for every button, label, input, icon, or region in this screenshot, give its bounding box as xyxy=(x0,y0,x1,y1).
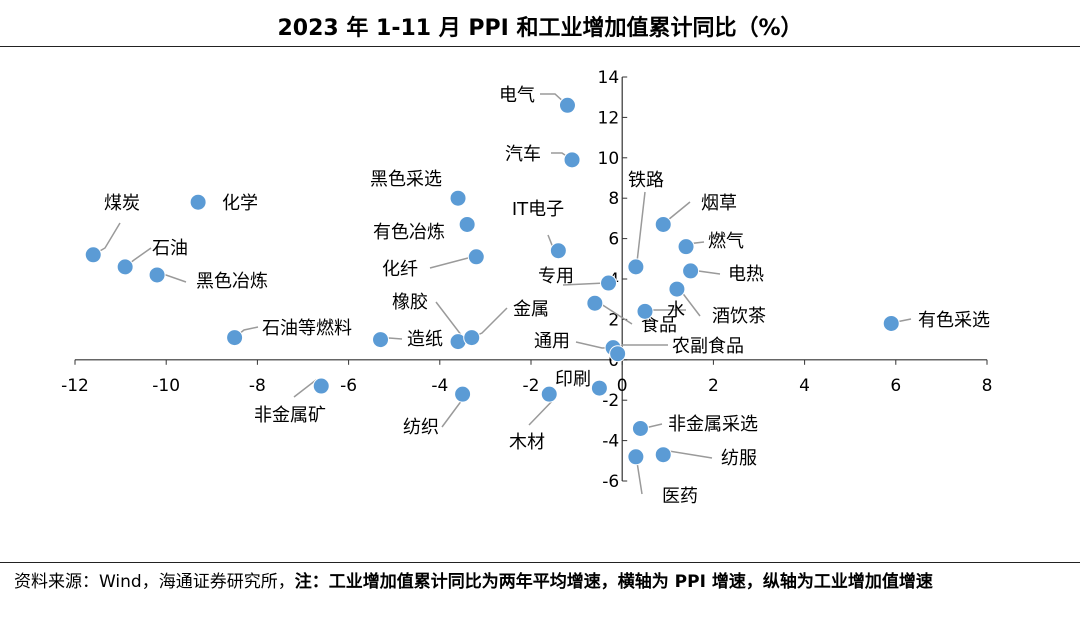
footer-source: 资料来源：Wind，海通证券研究所， xyxy=(14,572,295,592)
data-point xyxy=(668,280,686,298)
x-tick-label: -6 xyxy=(340,376,357,396)
point-label: IT电子 xyxy=(512,199,564,220)
leader-line xyxy=(635,191,646,268)
point-label: 通用 xyxy=(534,331,570,352)
x-tick-label: 2 xyxy=(708,376,719,396)
data-point xyxy=(449,189,467,207)
data-point xyxy=(540,385,558,403)
point-label: 黑色采选 xyxy=(370,169,442,190)
y-tick-label: -4 xyxy=(602,432,619,452)
data-point xyxy=(549,242,567,260)
point-label: 橡胶 xyxy=(392,292,428,313)
data-point xyxy=(882,314,900,332)
data-point xyxy=(563,151,581,169)
data-point xyxy=(627,258,645,276)
y-tick-label: -6 xyxy=(602,472,619,492)
x-tick-label: 4 xyxy=(799,376,810,396)
point-label: 化纤 xyxy=(382,259,418,280)
data-point xyxy=(631,419,649,437)
point-label: 酒饮茶 xyxy=(712,306,766,327)
point-label: 纺织 xyxy=(403,417,439,438)
y-tick-label: 10 xyxy=(598,149,620,169)
data-point xyxy=(454,385,472,403)
bottom-rule xyxy=(0,562,1080,563)
x-tick-label: -10 xyxy=(152,376,180,396)
x-tick-label: -12 xyxy=(61,376,89,396)
point-label: 有色冶炼 xyxy=(373,222,445,243)
data-point xyxy=(677,238,695,256)
top-rule xyxy=(0,46,1080,47)
point-label: 有色采选 xyxy=(918,310,990,331)
point-label: 农副食品 xyxy=(672,336,744,357)
point-label: 非金属采选 xyxy=(668,414,758,435)
x-tick-label: -4 xyxy=(431,376,448,396)
point-label: 医药 xyxy=(662,486,698,507)
y-tick-label: 2 xyxy=(608,310,619,330)
y-tick-label: 12 xyxy=(598,108,620,128)
data-point xyxy=(590,379,608,397)
point-label: 燃气 xyxy=(708,231,744,252)
point-label: 石油等燃料 xyxy=(262,318,352,339)
y-tick-label: -2 xyxy=(602,391,619,411)
point-label: 电气 xyxy=(499,85,535,106)
data-point xyxy=(372,331,390,349)
y-tick-label: 6 xyxy=(608,230,619,250)
y-tick-label: 8 xyxy=(608,189,619,209)
data-point xyxy=(148,266,166,284)
x-tick-label: -8 xyxy=(249,376,266,396)
data-point xyxy=(654,446,672,464)
point-label: 非金属矿 xyxy=(254,405,326,426)
data-point xyxy=(463,329,481,347)
point-label: 水 xyxy=(667,300,685,321)
point-label: 汽车 xyxy=(505,144,541,165)
data-point xyxy=(682,262,700,280)
data-point xyxy=(84,246,102,264)
point-label: 化学 xyxy=(222,193,258,214)
data-point xyxy=(609,345,627,363)
data-point xyxy=(627,448,645,466)
point-label: 黑色冶炼 xyxy=(196,271,268,292)
data-point xyxy=(189,193,207,211)
data-point xyxy=(226,329,244,347)
point-label: 专用 xyxy=(538,266,574,287)
data-point xyxy=(636,302,654,320)
data-point xyxy=(312,377,330,395)
footer-note: 资料来源：Wind，海通证券研究所，注：工业增加值累计同比为两年平均增速，横轴为… xyxy=(14,568,1070,596)
point-label: 造纸 xyxy=(407,329,443,350)
data-point xyxy=(586,294,604,312)
point-label: 煤炭 xyxy=(104,193,140,214)
point-label: 食品 xyxy=(641,315,677,336)
x-tick-label: 0 xyxy=(617,376,628,396)
x-tick-label: 6 xyxy=(890,376,901,396)
y-tick-label: 14 xyxy=(598,68,620,88)
point-label: 石油 xyxy=(152,238,188,259)
x-tick-label: -2 xyxy=(523,376,540,396)
data-point xyxy=(458,215,476,233)
point-label: 电热 xyxy=(728,264,764,285)
scatter-chart: -12-10-8-6-4-202468-6-4-202468101214电气汽车… xyxy=(61,68,993,507)
point-label: 铁路 xyxy=(628,170,664,191)
data-point xyxy=(467,248,485,266)
data-point xyxy=(600,274,618,292)
data-point xyxy=(654,215,672,233)
point-label: 烟草 xyxy=(701,193,737,214)
footer-explanation: 注：工业增加值累计同比为两年平均增速，横轴为 PPI 增速，纵轴为工业增加值增速 xyxy=(294,572,933,592)
point-label: 金属 xyxy=(513,299,549,320)
point-label: 纺服 xyxy=(721,448,757,469)
point-label: 印刷 xyxy=(555,369,591,390)
data-point xyxy=(116,258,134,276)
x-tick-label: 8 xyxy=(982,376,993,396)
data-point xyxy=(558,96,576,114)
chart-title: 2023 年 1-11 月 PPI 和工业增加值累计同比（%） xyxy=(277,16,803,41)
point-label: 木材 xyxy=(509,432,545,453)
